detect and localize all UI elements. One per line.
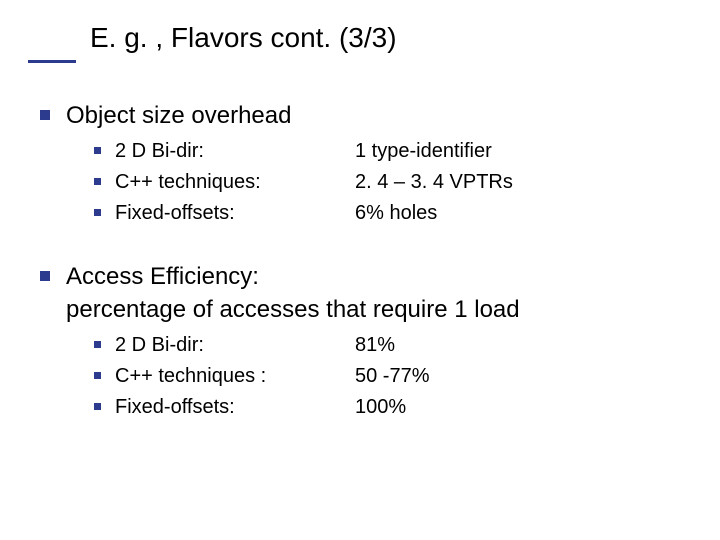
row-label: C++ techniques: xyxy=(115,169,355,196)
bullet-square-icon xyxy=(40,110,50,120)
section-heading-text: Access Efficiency: percentage of accesse… xyxy=(66,261,520,326)
list-item: C++ techniques : 50 -77% xyxy=(94,363,680,390)
title-accent-bar xyxy=(28,60,76,63)
row-value: 6% holes xyxy=(355,200,437,227)
section-heading: Object size overhead xyxy=(40,100,680,132)
row-label: C++ techniques : xyxy=(115,363,355,390)
section-heading-text: Object size overhead xyxy=(66,100,291,132)
slide-title: E. g. , Flavors cont. (3/3) xyxy=(90,22,397,53)
row-value: 50 -77% xyxy=(355,363,430,390)
bullet-square-small-icon xyxy=(94,178,101,185)
row-label: 2 D Bi-dir: xyxy=(115,332,355,359)
list-item: C++ techniques: 2. 4 – 3. 4 VPTRs xyxy=(94,169,680,196)
slide-title-wrap: E. g. , Flavors cont. (3/3) xyxy=(90,22,397,54)
section-heading-line1: Access Efficiency: xyxy=(66,263,259,290)
section-heading: Access Efficiency: percentage of accesse… xyxy=(40,261,680,326)
section-rows: 2 D Bi-dir: 1 type-identifier C++ techni… xyxy=(94,138,680,227)
bullet-square-small-icon xyxy=(94,209,101,216)
row-label: Fixed-offsets: xyxy=(115,394,355,421)
bullet-square-small-icon xyxy=(94,403,101,410)
row-label: Fixed-offsets: xyxy=(115,200,355,227)
bullet-square-small-icon xyxy=(94,372,101,379)
slide-content: Object size overhead 2 D Bi-dir: 1 type-… xyxy=(40,100,680,441)
list-item: 2 D Bi-dir: 81% xyxy=(94,332,680,359)
list-item: Fixed-offsets: 100% xyxy=(94,394,680,421)
row-value: 2. 4 – 3. 4 VPTRs xyxy=(355,169,513,196)
section-rows: 2 D Bi-dir: 81% C++ techniques : 50 -77%… xyxy=(94,332,680,421)
list-item: Fixed-offsets: 6% holes xyxy=(94,200,680,227)
row-label: 2 D Bi-dir: xyxy=(115,138,355,165)
section-heading-line2: percentage of accesses that require 1 lo… xyxy=(66,296,520,323)
row-value: 1 type-identifier xyxy=(355,138,492,165)
bullet-square-small-icon xyxy=(94,341,101,348)
list-item: 2 D Bi-dir: 1 type-identifier xyxy=(94,138,680,165)
bullet-square-icon xyxy=(40,271,50,281)
row-value: 100% xyxy=(355,394,406,421)
bullet-square-small-icon xyxy=(94,147,101,154)
row-value: 81% xyxy=(355,332,395,359)
